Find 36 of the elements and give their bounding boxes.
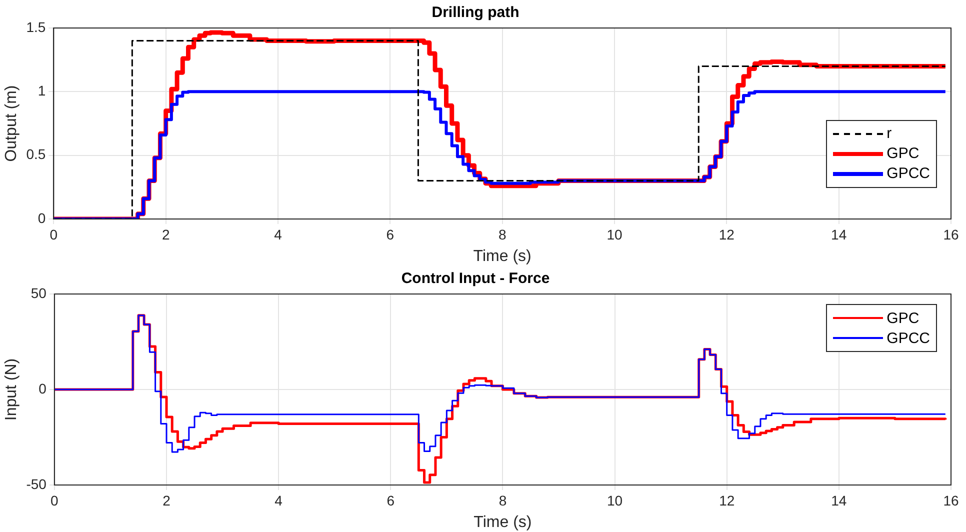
x-tick-label: 14 bbox=[831, 492, 847, 508]
legend-label: GPC bbox=[886, 145, 920, 162]
x-tick-label: 10 bbox=[607, 492, 623, 508]
chart-title: Control Input - Force bbox=[401, 270, 550, 288]
legend-label: GPCC bbox=[886, 165, 930, 182]
x-tick-label: 0 bbox=[50, 226, 58, 242]
x-tick-label: 12 bbox=[719, 492, 735, 508]
x-tick-label: 16 bbox=[943, 492, 959, 508]
y-axis-title: Input (N) bbox=[3, 358, 20, 421]
y-tick-label: 0.5 bbox=[26, 146, 46, 162]
x-tick-label: 6 bbox=[386, 492, 395, 508]
x-axis-title: Time (s) bbox=[474, 514, 532, 531]
x-tick-label: 2 bbox=[162, 492, 171, 508]
x-tick-label: 12 bbox=[718, 226, 735, 242]
y-tick-label: 50 bbox=[30, 284, 47, 301]
x-tick-label: 8 bbox=[498, 492, 507, 508]
x-tick-label: 8 bbox=[498, 226, 506, 242]
y-tick-label: -50 bbox=[26, 476, 47, 492]
y-tick-label: 0 bbox=[38, 210, 46, 226]
chart-title: Drilling path bbox=[432, 4, 520, 22]
y-tick-label: 1.5 bbox=[26, 18, 46, 35]
x-tick-label: 6 bbox=[386, 226, 394, 242]
legend-label: GPC bbox=[886, 310, 920, 326]
x-tick-label: 14 bbox=[831, 226, 847, 242]
x-tick-label: 4 bbox=[274, 492, 283, 508]
x-tick-label: 4 bbox=[274, 226, 282, 242]
y-tick-label: 1 bbox=[38, 82, 46, 99]
x-tick-label: 0 bbox=[50, 492, 59, 508]
x-tick-label: 16 bbox=[943, 226, 959, 242]
legend-label: r bbox=[886, 125, 892, 142]
y-axis-title: Output (m) bbox=[3, 85, 20, 162]
x-tick-label: 2 bbox=[162, 226, 170, 242]
x-tick-label: 10 bbox=[606, 226, 622, 242]
legend-label: GPCC bbox=[886, 330, 930, 346]
y-tick-label: 0 bbox=[38, 380, 47, 396]
x-axis-title: Time (s) bbox=[473, 248, 532, 265]
